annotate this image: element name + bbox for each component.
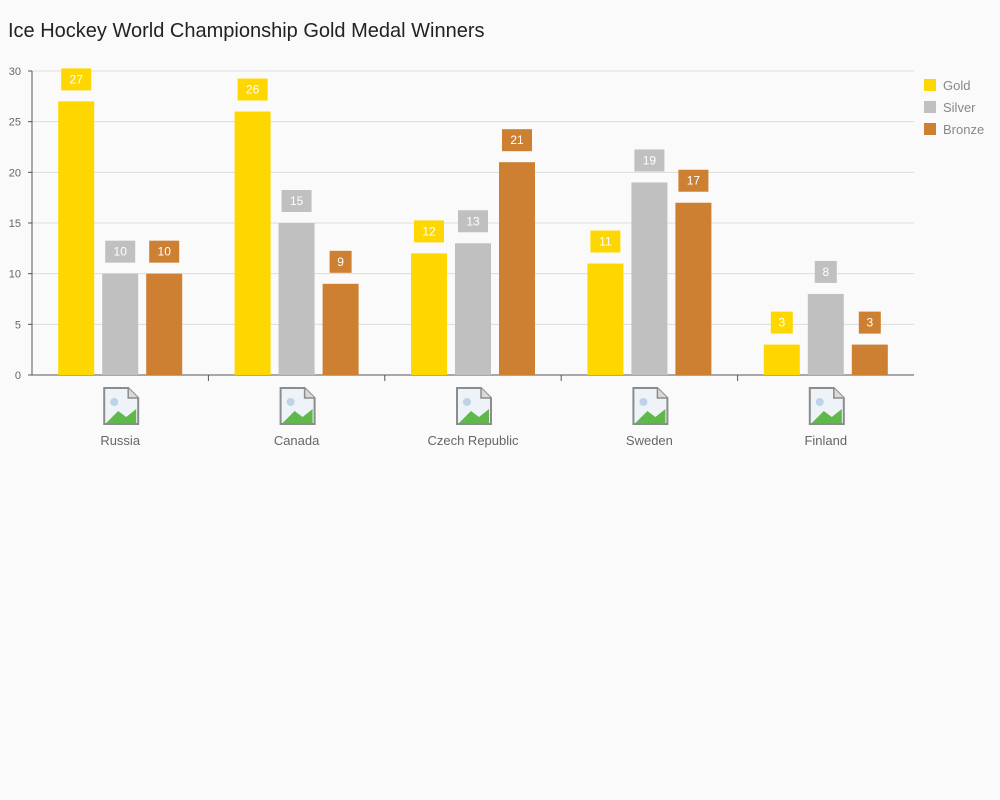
data-label-box xyxy=(590,230,621,253)
data-label: 17 xyxy=(687,174,701,188)
bar-gold xyxy=(234,111,271,376)
bar-gold xyxy=(58,101,95,376)
data-label-box xyxy=(149,240,180,263)
data-label-box xyxy=(814,260,837,283)
data-label: 27 xyxy=(70,72,84,86)
data-label: 26 xyxy=(246,83,260,97)
data-label-box xyxy=(281,190,312,212)
data-label: 9 xyxy=(337,255,344,269)
data-label: 13 xyxy=(466,214,480,228)
data-label-box xyxy=(105,240,136,263)
data-label-box xyxy=(414,220,444,243)
chart-legend: Gold Silver Bronze xyxy=(924,74,984,140)
data-label: 12 xyxy=(422,224,436,238)
y-tick-label: 0 xyxy=(15,370,21,382)
bar-silver xyxy=(102,273,139,375)
legend-swatch xyxy=(924,79,936,91)
y-tick-label: 25 xyxy=(9,117,21,129)
data-label: 10 xyxy=(114,245,128,259)
bar-bronze xyxy=(146,273,183,375)
broken-image-icon xyxy=(632,387,669,425)
broken-image-icon xyxy=(456,387,492,425)
data-label-box xyxy=(678,169,709,192)
x-tick-label: Sweden xyxy=(626,433,673,448)
data-label: 19 xyxy=(643,153,657,167)
legend-label: Gold xyxy=(943,77,971,93)
bar-silver xyxy=(278,223,315,375)
data-label-box xyxy=(61,68,92,91)
y-tick-label: 5 xyxy=(15,319,21,331)
legend-label: Bronze xyxy=(943,121,985,137)
bar-silver xyxy=(631,182,668,375)
data-label-box xyxy=(634,149,665,172)
legend-item-silver[interactable]: Silver xyxy=(924,96,984,118)
data-label: 8 xyxy=(822,265,829,279)
bar-bronze xyxy=(851,344,888,375)
y-tick-label: 20 xyxy=(9,167,21,179)
data-label-box xyxy=(770,311,793,334)
y-tick-label: 30 xyxy=(9,66,21,78)
bar-bronze xyxy=(675,202,712,375)
bar-gold xyxy=(587,263,624,375)
x-tick-label: Finland xyxy=(804,433,847,448)
x-tick-label: Russia xyxy=(100,433,141,448)
broken-image-icon xyxy=(279,387,316,425)
legend-swatch xyxy=(924,123,936,135)
bar-gold xyxy=(763,344,800,375)
bar-bronze xyxy=(499,162,535,375)
x-tick-label: Czech Republic xyxy=(427,433,519,448)
data-label-box xyxy=(329,250,352,273)
legend-item-gold[interactable]: Gold xyxy=(924,74,984,96)
data-label-box xyxy=(502,129,532,152)
data-label-box xyxy=(237,78,268,101)
data-label-box xyxy=(458,210,488,233)
bar-silver xyxy=(455,243,491,375)
broken-image-icon xyxy=(808,387,845,425)
data-label: 10 xyxy=(158,245,172,259)
data-label: 3 xyxy=(866,316,873,330)
bar-gold xyxy=(411,253,447,375)
x-tick-label: Canada xyxy=(274,433,320,448)
bar-silver xyxy=(807,293,844,375)
data-label: 15 xyxy=(290,194,304,208)
y-tick-label: 15 xyxy=(9,218,21,230)
legend-item-bronze[interactable]: Bronze xyxy=(924,118,984,140)
broken-image-icon xyxy=(103,387,140,425)
data-label: 11 xyxy=(599,235,612,249)
legend-swatch xyxy=(924,101,936,113)
y-tick-label: 10 xyxy=(9,269,21,281)
data-label: 3 xyxy=(778,316,785,330)
bar-bronze xyxy=(322,283,359,375)
chart-title: Ice Hockey World Championship Gold Medal… xyxy=(8,20,485,42)
data-label-box xyxy=(858,311,881,334)
data-label: 21 xyxy=(510,133,524,147)
legend-label: Silver xyxy=(943,99,976,115)
